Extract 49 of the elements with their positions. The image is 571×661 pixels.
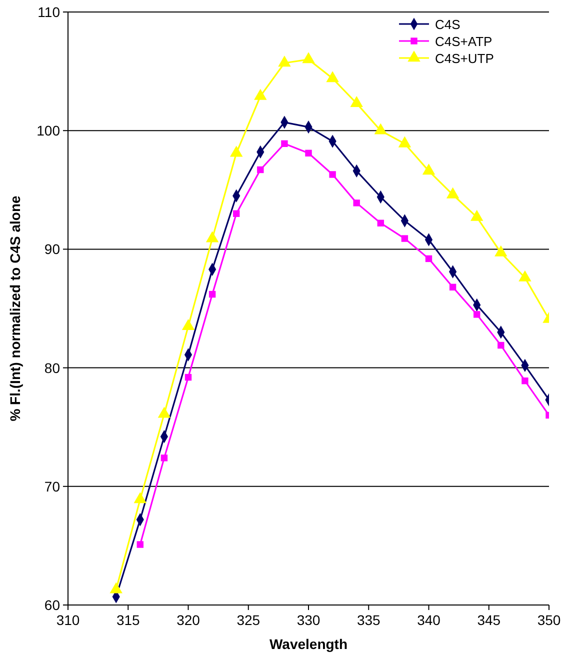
point	[257, 166, 264, 174]
point	[254, 88, 267, 100]
point	[326, 71, 339, 82]
point	[232, 210, 240, 217]
point	[302, 52, 315, 64]
point	[206, 231, 219, 242]
y-axis-title: % Fl.(Int) normalized to C4S alone	[7, 196, 23, 422]
x-tick-label: 335	[356, 612, 381, 628]
x-tick-label: 325	[236, 612, 260, 628]
point	[449, 284, 456, 291]
y-tick-label: 70	[44, 478, 60, 494]
point	[470, 210, 484, 221]
point	[184, 374, 192, 381]
point	[398, 136, 412, 148]
x-tick-label: 315	[116, 612, 140, 628]
point	[498, 342, 504, 349]
point	[305, 150, 312, 156]
legend-label: C4S	[435, 17, 461, 32]
y-tick-label: 60	[44, 597, 60, 613]
y-tick-label: 90	[44, 241, 60, 258]
y-tick-label: 80	[44, 360, 60, 376]
x-tick-label: 320	[176, 612, 200, 628]
point	[230, 146, 243, 157]
y-tick-label: 110	[38, 4, 60, 20]
point	[329, 171, 336, 178]
point	[278, 56, 291, 67]
point	[350, 96, 363, 107]
point	[136, 541, 144, 548]
point	[377, 220, 384, 226]
point	[401, 235, 408, 242]
point	[522, 377, 528, 384]
x-tick-label: 330	[296, 612, 320, 628]
point	[425, 255, 432, 262]
x-tick-label: 340	[417, 612, 441, 628]
y-tick-label: 100	[36, 122, 60, 139]
point	[160, 454, 168, 462]
x-tick-label: 310	[56, 612, 80, 628]
point	[281, 140, 288, 147]
point	[374, 123, 388, 134]
point	[208, 290, 216, 298]
legend-label: C4S+UTP	[435, 51, 494, 66]
point	[446, 187, 460, 198]
point	[353, 200, 360, 206]
legend-label: C4S+ATP	[435, 34, 492, 49]
x-tick-label: 350	[537, 612, 561, 628]
point	[473, 311, 480, 318]
x-tick-label: 345	[477, 612, 501, 628]
point	[422, 164, 436, 175]
x-axis-title: Wavelength	[269, 636, 348, 652]
